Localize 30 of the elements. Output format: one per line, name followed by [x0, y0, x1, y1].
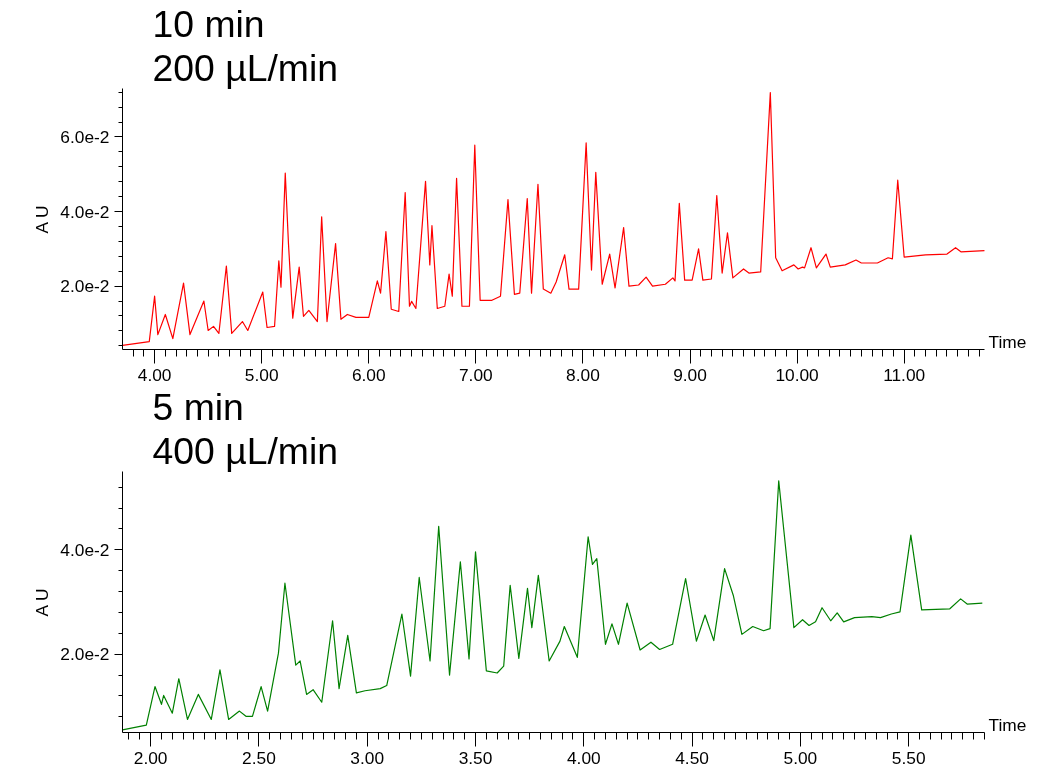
x-tick-label: 11.00 [883, 364, 926, 385]
y-tick-label: 4.0e-2 [60, 539, 110, 560]
y-tick-label: 2.0e-2 [60, 644, 110, 665]
x-tick-label: 5.00 [244, 364, 279, 385]
x-tick-label: 4.50 [675, 747, 709, 766]
x-tick-label: 2.50 [242, 747, 276, 766]
line-series [122, 92, 986, 346]
chart-title: 5 min [152, 385, 244, 428]
y-tick-label: 6.0e-2 [60, 126, 110, 147]
chart-subtitle: 200 µL/min [152, 46, 338, 89]
y-tick-label: 4.0e-2 [60, 201, 110, 222]
y-axis-title: A U [32, 205, 53, 234]
x-axis-title: Time [988, 714, 1027, 735]
x-tick-label: 5.50 [891, 747, 926, 766]
x-tick-label: 6.00 [351, 364, 386, 385]
x-tick-label: 10.00 [775, 364, 819, 385]
x-tick-label: 8.00 [566, 364, 600, 385]
x-tick-label: 3.50 [458, 747, 493, 766]
x-tick-label: 3.00 [350, 747, 385, 766]
x-tick-label: 9.00 [673, 364, 707, 385]
x-tick-label: 7.00 [458, 364, 493, 385]
chart-subtitle: 400 µL/min [152, 429, 338, 472]
x-tick-label: 4.00 [566, 747, 601, 766]
chart-title: 10 min [152, 2, 265, 45]
x-tick-label: 5.00 [783, 747, 818, 766]
x-tick-label: 2.00 [133, 747, 168, 766]
x-tick-label: 4.00 [137, 364, 172, 385]
y-axis-title: A U [32, 588, 53, 617]
x-axis-title: Time [988, 331, 1027, 352]
y-tick-label: 2.0e-2 [60, 276, 110, 297]
